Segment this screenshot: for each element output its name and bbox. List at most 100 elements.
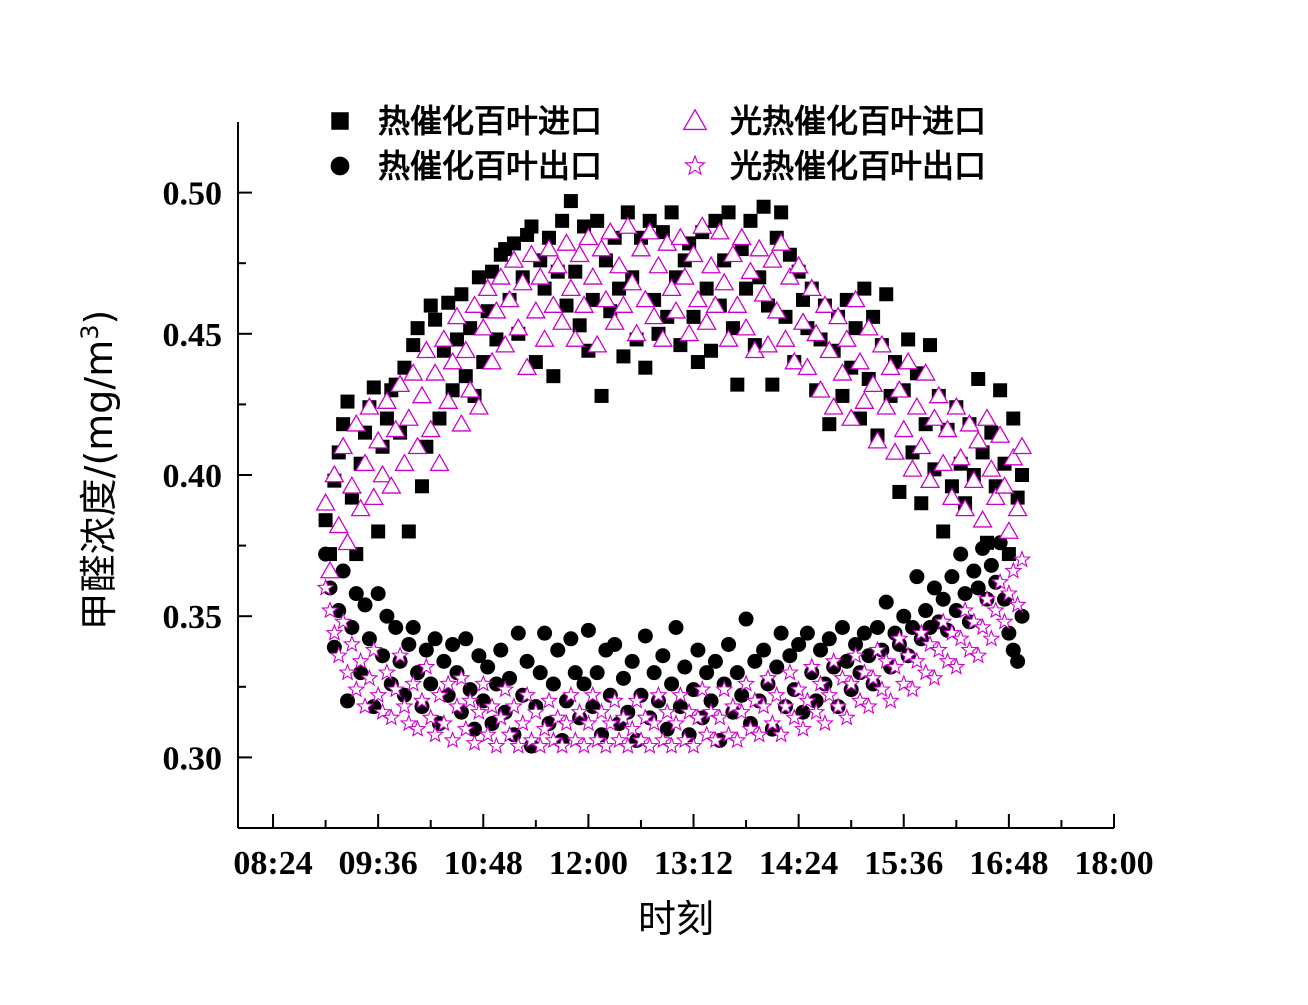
data-point	[368, 430, 389, 449]
data-point	[325, 623, 344, 641]
data-point	[412, 691, 432, 709]
data-point	[318, 513, 333, 528]
data-point	[658, 702, 677, 720]
data-point	[718, 329, 739, 347]
data-point	[679, 323, 700, 342]
data-point	[693, 680, 712, 698]
data-point	[770, 233, 792, 251]
data-point	[797, 357, 818, 376]
data-point	[1011, 436, 1033, 455]
data-point	[841, 408, 862, 426]
data-point	[381, 475, 402, 494]
data-point	[741, 719, 760, 737]
data-point	[845, 289, 866, 308]
data-point	[668, 619, 684, 635]
data-point	[626, 323, 647, 342]
data-point	[815, 713, 834, 732]
data-point	[963, 470, 984, 489]
x-tick-label: 18:00	[1074, 845, 1153, 882]
data-point	[796, 292, 811, 307]
data-point	[471, 648, 487, 664]
data-point	[657, 233, 678, 251]
data-point	[642, 213, 657, 228]
data-point	[622, 272, 643, 291]
data-point	[661, 278, 682, 297]
data-point	[357, 597, 373, 613]
data-point	[518, 685, 537, 703]
data-point	[999, 584, 1018, 602]
data-point	[596, 736, 615, 754]
data-point	[614, 708, 633, 726]
data-point	[636, 708, 655, 726]
data-point	[445, 636, 461, 652]
data-point	[1001, 625, 1017, 641]
data-point	[892, 484, 907, 499]
data-point	[763, 713, 782, 732]
data-point	[989, 425, 1011, 443]
data-point	[332, 436, 354, 455]
data-point	[810, 379, 831, 398]
data-point	[918, 603, 934, 619]
data-point	[538, 238, 560, 257]
data-point	[406, 338, 421, 353]
data-point	[442, 351, 463, 370]
data-point	[608, 255, 630, 274]
data-point	[819, 340, 840, 359]
data-point	[671, 685, 690, 703]
data-point	[785, 708, 804, 726]
data-point	[697, 725, 716, 743]
data-point	[335, 563, 351, 579]
data-point	[486, 300, 507, 319]
data-point	[615, 670, 631, 686]
data-point	[461, 691, 480, 709]
data-point	[793, 719, 813, 737]
data-point	[756, 642, 772, 658]
data-point	[884, 442, 906, 460]
data-point	[546, 369, 561, 384]
data-point	[598, 253, 613, 268]
data-point	[543, 295, 564, 313]
data-point	[942, 623, 961, 641]
data-point	[426, 725, 445, 743]
data-point	[637, 628, 653, 644]
data-point	[589, 665, 605, 681]
data-point	[436, 653, 452, 669]
data-point	[878, 594, 894, 610]
data-point	[864, 668, 883, 687]
data-point	[474, 674, 493, 692]
data-point	[749, 238, 770, 257]
data-point	[344, 490, 359, 505]
data-point	[653, 730, 672, 749]
data-point	[734, 687, 750, 703]
data-point	[429, 453, 450, 472]
data-point	[957, 586, 973, 602]
data-point	[452, 668, 471, 687]
data-point	[585, 292, 600, 307]
data-point	[739, 281, 754, 296]
data-point	[960, 640, 979, 658]
data-point	[871, 334, 892, 353]
x-tick-label: 10:48	[444, 845, 523, 882]
data-point	[560, 278, 582, 297]
data-point	[762, 250, 783, 268]
data-point	[537, 625, 553, 641]
data-point	[982, 629, 1001, 647]
data-point	[700, 255, 722, 274]
data-point	[354, 453, 376, 472]
data-point	[983, 557, 999, 573]
data-point	[336, 417, 351, 432]
data-point	[316, 578, 335, 596]
data-point	[340, 394, 355, 409]
data-point	[439, 674, 458, 692]
data-point	[1001, 547, 1016, 562]
data-point	[401, 524, 416, 539]
data-point	[487, 736, 506, 754]
data-point	[950, 447, 971, 466]
data-point	[780, 663, 799, 681]
data-point	[850, 691, 870, 709]
data-point	[719, 725, 738, 743]
data-point	[438, 391, 459, 409]
data-point	[433, 329, 454, 347]
data-point	[447, 697, 467, 715]
data-point	[436, 343, 451, 358]
